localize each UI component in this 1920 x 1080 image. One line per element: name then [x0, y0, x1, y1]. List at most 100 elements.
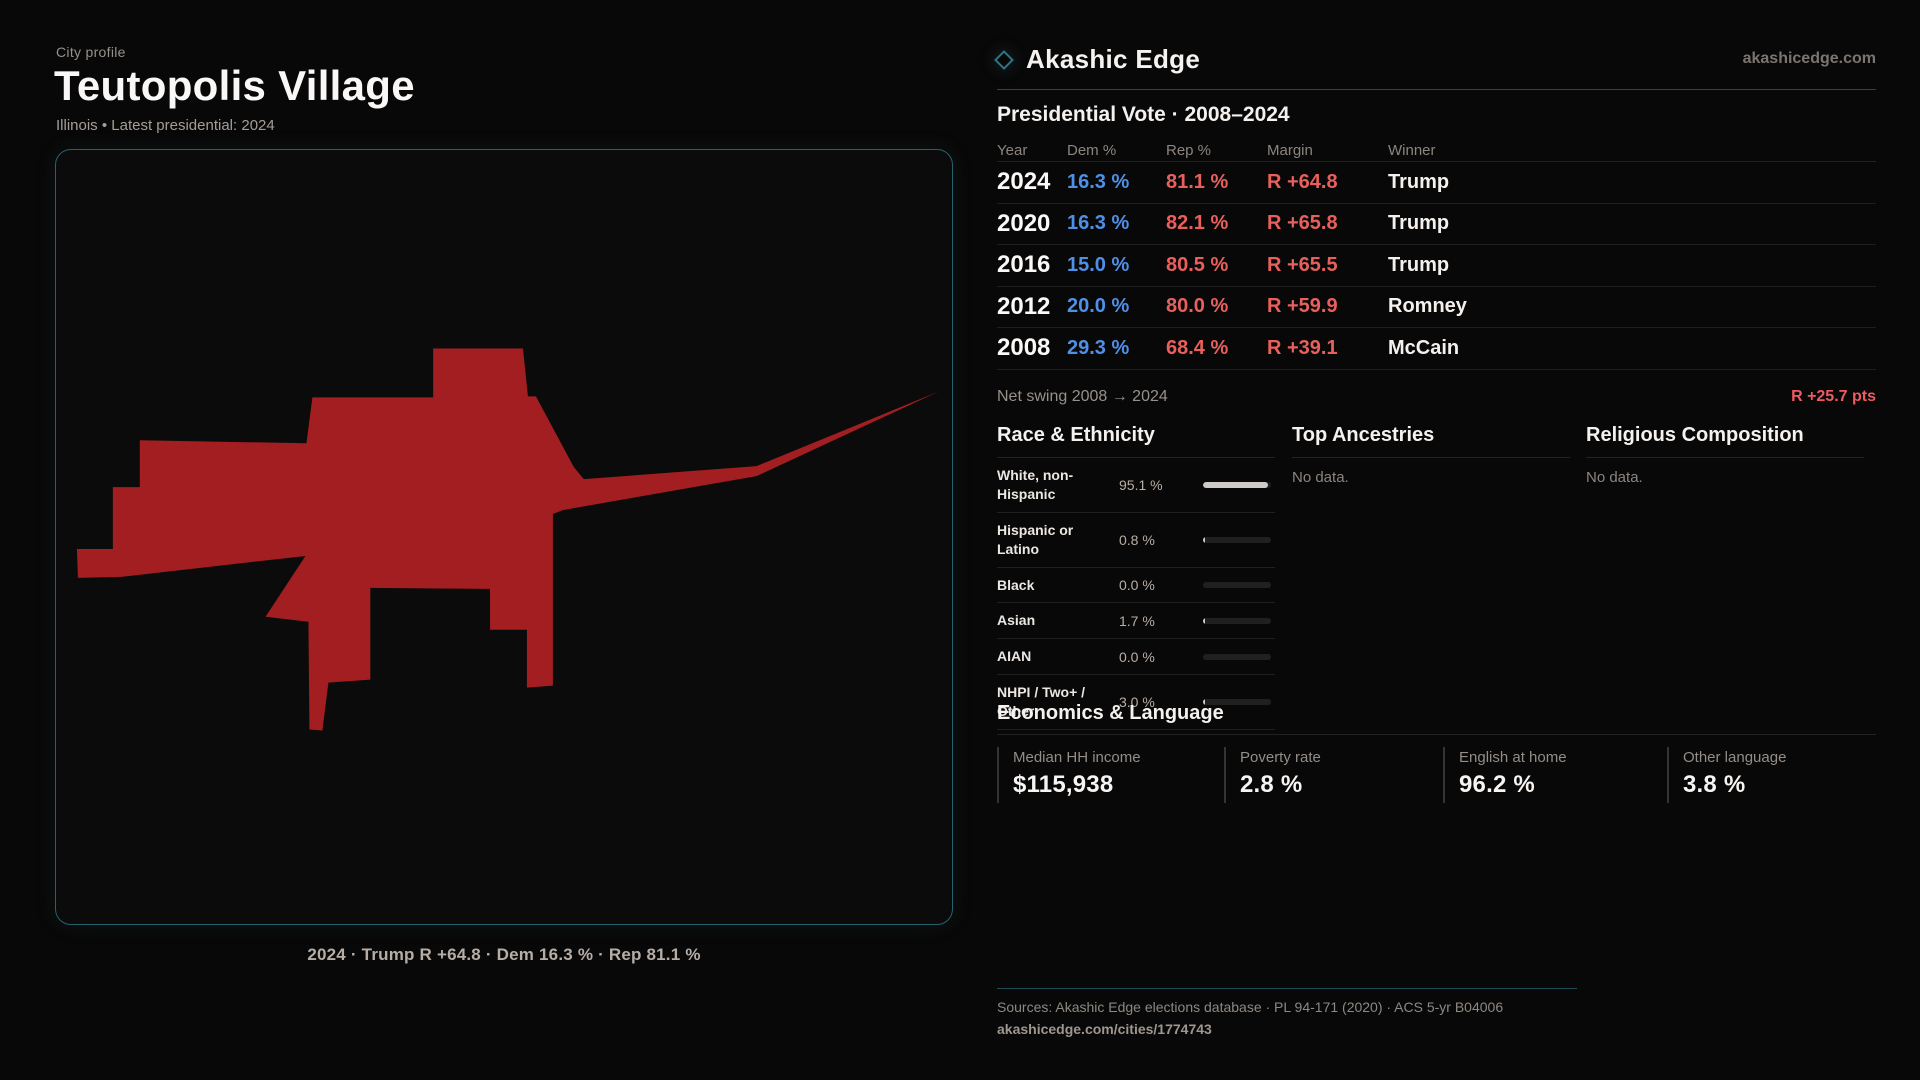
table-row: 2016 15.0 % 80.5 % R +65.5 Trump — [997, 245, 1876, 287]
col-year: Year — [997, 141, 1028, 159]
vote-table-header: Year Dem % Rep % Margin Winner — [997, 139, 1876, 161]
city-boundary-map — [55, 149, 953, 925]
dem-cell: 16.3 % — [1067, 212, 1130, 235]
race-bar — [1203, 481, 1271, 488]
col-dem: Dem % — [1067, 141, 1117, 159]
margin-cell: R +65.5 — [1267, 253, 1338, 276]
year-cell: 2024 — [997, 168, 1051, 196]
rep-cell: 81.1 % — [1166, 170, 1229, 193]
stat-card: English at home 96.2 % — [1443, 747, 1567, 803]
margin-cell: R +65.8 — [1267, 212, 1338, 235]
race-value: 0.8 % — [1119, 531, 1155, 548]
ancestries-section-title: Top Ancestries — [1292, 424, 1435, 446]
economics-rule — [997, 734, 1876, 735]
stat-value: 3.8 % — [1683, 771, 1746, 798]
map-canvas — [76, 348, 940, 731]
table-row: 2008 29.3 % 68.4 % R +39.1 McCain — [997, 328, 1876, 370]
ancestries-section: Top Ancestries No data. — [1292, 424, 1570, 486]
winner-cell: Trump — [1388, 170, 1450, 193]
stat-label: Poverty rate — [1240, 749, 1321, 766]
race-value: 0.0 % — [1119, 577, 1155, 593]
dem-cell: 20.0 % — [1067, 295, 1130, 318]
stat-card: Median HH income $115,938 — [997, 747, 1141, 803]
net-swing-value: R +25.7 pts — [1791, 388, 1876, 405]
race-label: AIAN — [997, 648, 1032, 665]
dem-cell: 29.3 % — [1067, 336, 1130, 359]
year-cell: 2020 — [997, 209, 1051, 237]
race-label: NHPI / Two+ / Other — [997, 684, 1086, 720]
religion-empty-text: No data. — [1586, 469, 1643, 486]
race-row: White, non-Hispanic 95.1 % — [997, 458, 1275, 513]
margin-cell: R +59.9 — [1267, 295, 1338, 318]
header-divider — [997, 89, 1876, 90]
year-cell: 2012 — [997, 292, 1051, 320]
header-rule — [997, 161, 1876, 162]
vote-table-body: 2024 16.3 % 81.1 % R +64.8 Trump 2020 16.3 % 82… — [997, 162, 1876, 370]
stat-value: 2.8 % — [1240, 771, 1303, 798]
year-cell: 2016 — [997, 251, 1051, 279]
race-label: Black — [997, 576, 1035, 593]
table-row: 2024 16.3 % 81.1 % R +64.8 Trump — [997, 162, 1876, 204]
net-swing-row: Net swing 2008 → 2024 R +25.7 pts — [997, 388, 1876, 406]
economics-section-title: Economics & Language — [997, 702, 1224, 724]
race-table-body: White, non-Hispanic 95.1 % Hispanic or Lat… — [997, 458, 1275, 731]
race-value: 3.0 % — [1119, 694, 1155, 711]
section-rule — [1586, 457, 1864, 458]
winner-cell: McCain — [1388, 336, 1460, 359]
report-panel: Akashic Edge akashicedge.com Presidentia… — [994, 0, 1876, 1080]
map-caption: 2024 · Trump R +64.8 · Dem 16.3 % · Rep … — [307, 945, 701, 964]
race-section-title: Race & Ethnicity — [997, 424, 1155, 446]
rep-cell: 68.4 % — [1166, 336, 1229, 359]
stat-label: Median HH income — [1013, 749, 1141, 766]
stat-card: Other language 3.8 % — [1667, 747, 1786, 803]
net-swing-label: Net swing 2008 → 2024 — [997, 388, 1168, 405]
vote-section-title: Presidential Vote · 2008–2024 — [997, 103, 1290, 126]
site-link[interactable]: akashicedge.com — [1742, 50, 1876, 67]
race-row: Hispanic or Latino 0.8 % — [997, 513, 1275, 568]
brand-header: Akashic Edge — [994, 44, 1201, 75]
winner-cell: Trump — [1388, 253, 1450, 276]
race-section: Race & Ethnicity White, non-Hispanic 95.1… — [997, 424, 1275, 731]
race-label: Hispanic or Latino — [997, 521, 1074, 557]
stat-value: $115,938 — [1013, 771, 1114, 798]
table-row: 2020 16.3 % 82.1 % R +65.8 Trump — [997, 204, 1876, 245]
rep-cell: 82.1 % — [1166, 212, 1229, 235]
race-label: White, non-Hispanic — [997, 467, 1074, 502]
margin-cell: R +39.1 — [1267, 336, 1338, 359]
col-winner: Winner — [1388, 141, 1436, 159]
table-row: 2012 20.0 % 80.0 % R +59.9 Romney — [997, 287, 1876, 328]
race-value: 1.7 % — [1119, 612, 1155, 629]
race-label: Asian — [997, 612, 1036, 629]
race-row: AIAN 0.0 % — [997, 639, 1275, 676]
rep-cell: 80.0 % — [1166, 295, 1229, 318]
economics-stats: Median HH income $115,938 Poverty rate 2.8 … — [997, 747, 1876, 803]
footer-sources: Sources: Akashic Edge elections database… — [997, 999, 1504, 1015]
city-boundary-shape — [76, 348, 940, 731]
vote-table: Year Dem % Rep % Margin Winner 2024 16.3 … — [997, 139, 1876, 370]
footer-divider — [997, 988, 1577, 989]
page-title: Teutopolis Village — [54, 62, 415, 109]
race-bar — [1203, 699, 1271, 706]
religion-section: Religious Composition No data. — [1586, 424, 1864, 486]
race-bar — [1203, 582, 1271, 588]
col-margin: Margin — [1267, 141, 1313, 159]
stat-card: Poverty rate 2.8 % — [1224, 747, 1321, 803]
diamond-logo-icon — [994, 49, 1014, 70]
col-rep: Rep % — [1166, 141, 1212, 159]
page-subtitle: Illinois • Latest presidential: 2024 — [56, 117, 275, 134]
rep-cell: 80.5 % — [1166, 253, 1229, 276]
stat-label: Other language — [1683, 749, 1787, 766]
brand-name: Akashic Edge — [1026, 44, 1201, 74]
margin-cell: R +64.8 — [1267, 170, 1338, 193]
footer-permalink[interactable]: akashicedge.com/cities/1774743 — [997, 1021, 1212, 1037]
section-rule — [1292, 457, 1570, 458]
section-rule — [997, 457, 1275, 458]
race-value: 95.1 % — [1119, 476, 1163, 493]
dem-cell: 16.3 % — [1067, 170, 1130, 193]
winner-cell: Trump — [1388, 212, 1450, 235]
year-cell: 2008 — [997, 334, 1051, 362]
race-value: 0.0 % — [1119, 648, 1155, 665]
page-kicker: City profile — [56, 44, 126, 60]
race-row: Asian 1.7 % — [997, 603, 1275, 640]
race-row: Black 0.0 % — [997, 568, 1275, 604]
